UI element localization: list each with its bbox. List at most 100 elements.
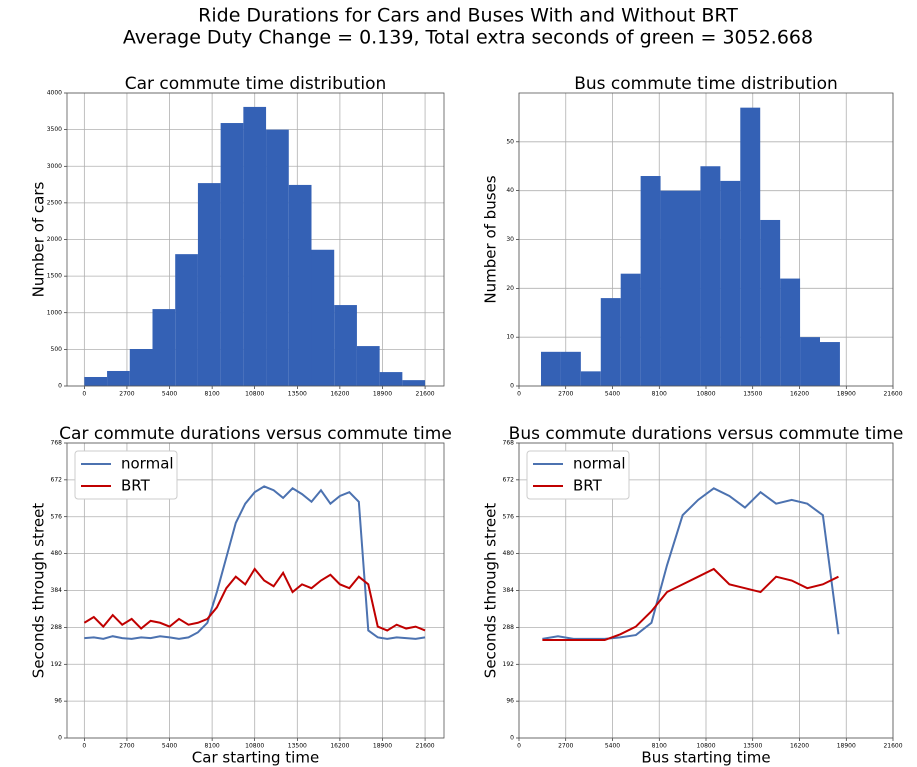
legend-label: normal <box>573 455 626 473</box>
figure-subtitle: Average Duty Change = 0.139, Total extra… <box>123 27 813 49</box>
y-axis-label: Number of cars <box>30 181 48 297</box>
y-tick-label: 576 <box>503 513 515 520</box>
x-tick-label: 8100 <box>204 743 219 750</box>
y-tick-label: 384 <box>51 587 63 594</box>
bar <box>197 183 221 386</box>
y-tick-label: 96 <box>506 698 514 705</box>
y-tick-label: 384 <box>503 587 515 594</box>
x-tick-label: 0 <box>517 391 521 398</box>
subplot-title: Car commute time distribution <box>125 74 387 94</box>
y-tick-label: 480 <box>51 550 63 557</box>
x-tick-label: 13500 <box>743 743 762 750</box>
x-tick-label: 13500 <box>288 743 307 750</box>
bar <box>540 351 561 386</box>
y-tick-label: 2500 <box>47 199 62 206</box>
bar <box>311 249 335 386</box>
x-tick-label: 18900 <box>837 391 856 398</box>
x-tick-label: 13500 <box>288 391 307 398</box>
bar <box>620 273 641 386</box>
x-tick-label: 8100 <box>652 743 667 750</box>
x-tick-label: 18900 <box>373 743 392 750</box>
figure-title: Ride Durations for Cars and Buses With a… <box>198 5 738 27</box>
x-tick-label: 10800 <box>696 391 715 398</box>
y-tick-label: 192 <box>51 661 63 668</box>
y-tick-label: 50 <box>506 138 514 145</box>
legend-label: BRT <box>121 477 151 495</box>
x-tick-label: 21600 <box>416 743 435 750</box>
y-tick-label: 480 <box>503 550 515 557</box>
line-series <box>542 487 840 640</box>
subplot: 0 2700 5400 8100 10800 13500 16200 18900 21600 0 5… <box>30 74 445 398</box>
subplot-title: Bus commute time distribution <box>574 74 838 94</box>
x-tick-label: 2700 <box>558 743 573 750</box>
y-tick-label: 672 <box>503 476 515 483</box>
y-tick-label: 96 <box>54 698 62 705</box>
bar <box>334 305 357 386</box>
bar <box>720 180 741 386</box>
bar <box>680 190 701 386</box>
x-tick-label: 0 <box>82 743 86 750</box>
x-tick-label: 8100 <box>204 391 219 398</box>
bar <box>760 219 781 386</box>
y-axis-label: Seconds through street <box>482 503 500 678</box>
y-tick-label: 500 <box>51 346 63 353</box>
bar <box>175 254 198 386</box>
x-tick-label: 21600 <box>883 743 902 750</box>
bar <box>356 346 380 386</box>
y-tick-label: 0 <box>510 383 514 390</box>
axes-frame <box>518 92 894 387</box>
y-tick-label: 1500 <box>47 273 62 280</box>
y-tick-label: 40 <box>506 187 514 194</box>
x-tick-label: 10800 <box>245 743 264 750</box>
x-tick-label: 21600 <box>416 391 435 398</box>
x-axis-label: Car starting time <box>192 749 319 767</box>
x-tick-label: 5400 <box>162 391 177 398</box>
y-tick-label: 3000 <box>47 163 62 170</box>
x-tick-label: 2700 <box>119 391 134 398</box>
y-axis-label: Number of buses <box>482 175 500 303</box>
x-tick-label: 2700 <box>119 743 134 750</box>
y-tick-label: 672 <box>51 476 63 483</box>
bar <box>580 371 601 386</box>
y-axis-label: Seconds through street <box>30 503 48 678</box>
bar <box>152 309 176 386</box>
y-tick-label: 2000 <box>47 236 62 243</box>
bar <box>107 370 130 386</box>
x-tick-label: 13500 <box>743 391 762 398</box>
x-tick-label: 10800 <box>696 743 715 750</box>
subplot-title: Car commute durations versus commute tim… <box>59 424 452 444</box>
x-tick-label: 8100 <box>652 391 667 398</box>
bar <box>129 349 153 386</box>
x-tick-label: 10800 <box>245 391 264 398</box>
x-tick-label: 0 <box>82 391 86 398</box>
y-tick-label: 4000 <box>47 90 62 97</box>
x-tick-label: 2700 <box>558 391 573 398</box>
x-tick-label: 0 <box>517 743 521 750</box>
axes-frame <box>66 92 445 387</box>
x-tick-label: 18900 <box>373 391 392 398</box>
bar <box>560 351 581 386</box>
bar <box>402 380 426 386</box>
y-tick-label: 10 <box>506 334 514 341</box>
bar <box>600 298 621 386</box>
bar <box>243 106 267 386</box>
subplot: 0 2700 5400 8100 10800 13500 16200 18900 21600 0 9… <box>482 424 904 767</box>
legend-label: BRT <box>573 477 603 495</box>
y-tick-label: 1000 <box>47 309 62 316</box>
bar <box>820 342 840 386</box>
y-tick-label: 288 <box>51 624 63 631</box>
y-tick-label: 30 <box>506 236 514 243</box>
bar <box>800 337 821 386</box>
bar <box>780 278 801 386</box>
y-tick-label: 0 <box>58 383 62 390</box>
subplot: 0 2700 5400 8100 10800 13500 16200 18900 21600 0 9… <box>30 424 452 767</box>
subplot-title: Bus commute durations versus commute tim… <box>509 424 904 444</box>
bar <box>379 372 403 386</box>
y-tick-label: 768 <box>51 440 63 447</box>
bar <box>640 176 661 386</box>
x-tick-label: 5400 <box>162 743 177 750</box>
y-tick-label: 3500 <box>47 126 62 133</box>
bar <box>220 123 244 386</box>
x-tick-label: 21600 <box>883 391 902 398</box>
